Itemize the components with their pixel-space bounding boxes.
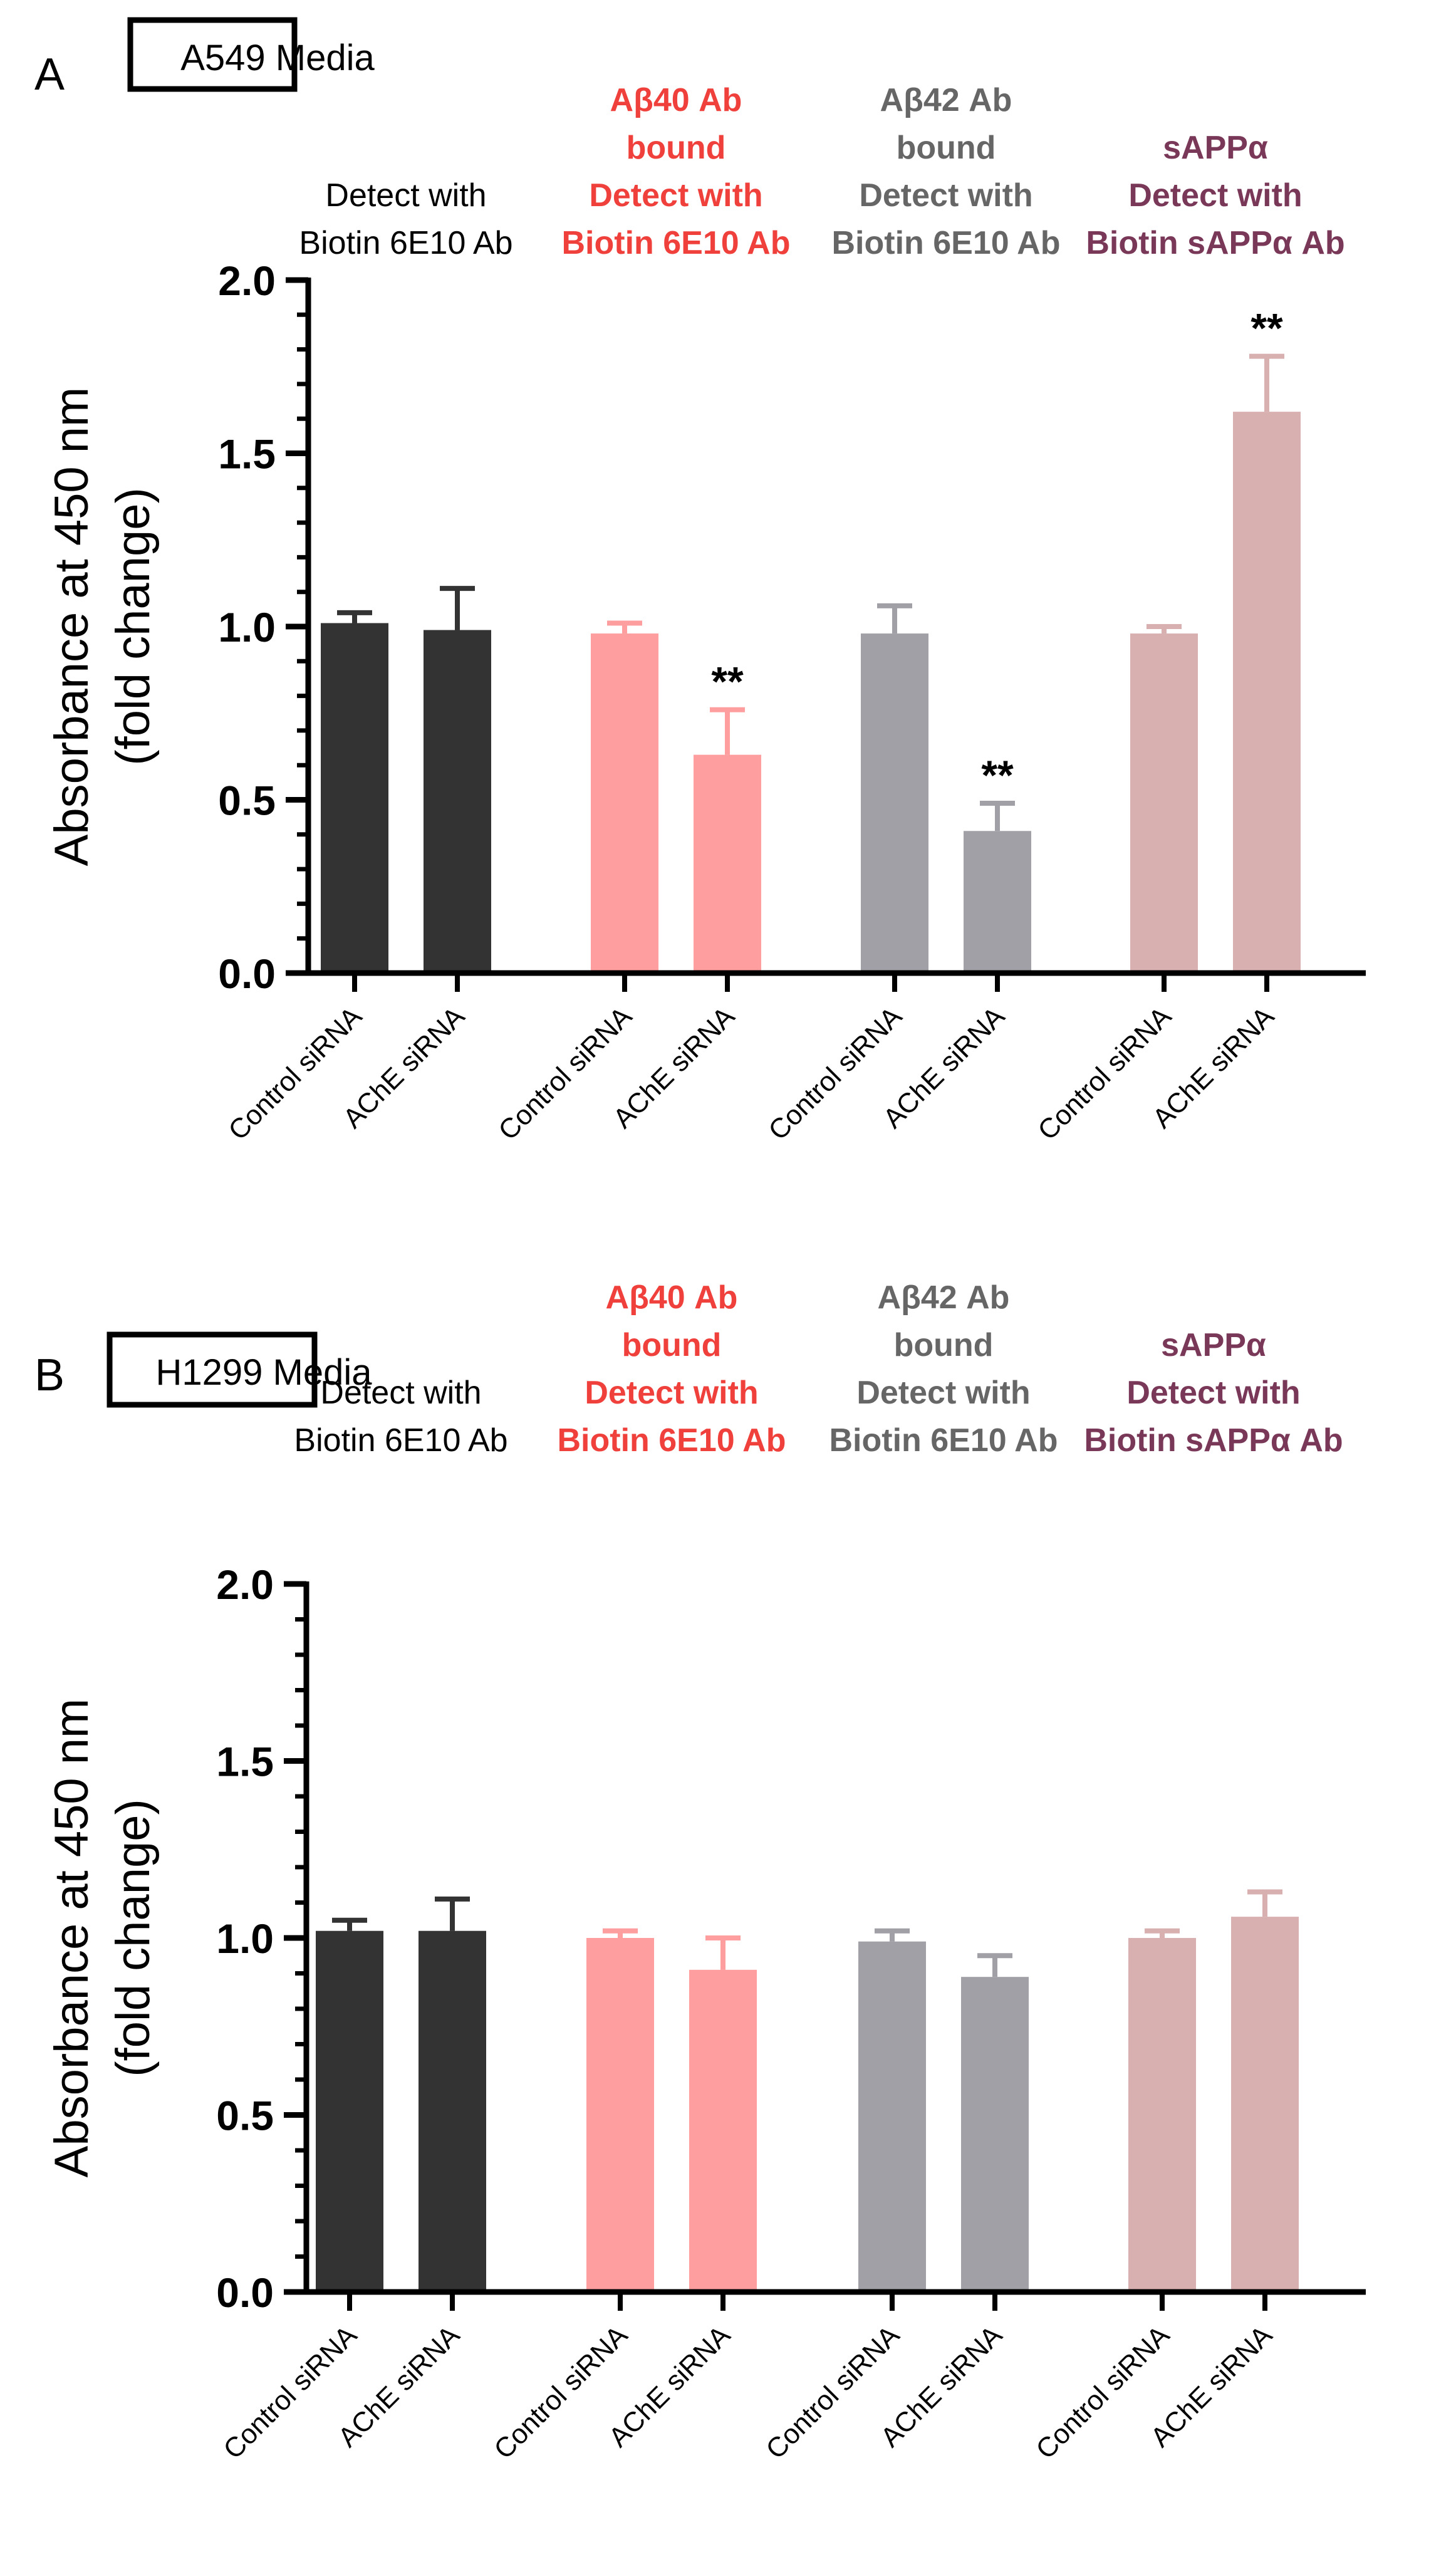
- group-header-line: Detect with: [589, 177, 762, 214]
- group-header-line: Biotin sAPPα Ab: [1086, 225, 1344, 261]
- group-header-line: Biotin 6E10 Ab: [829, 1422, 1058, 1459]
- bar: [961, 1977, 1029, 2292]
- group-header-line: Aβ40 Ab: [610, 82, 742, 118]
- x-tick-label: Control siRNA: [760, 2320, 905, 2465]
- panel-letter: A: [34, 49, 65, 100]
- group-header-line: sAPPα: [1161, 1327, 1266, 1363]
- significance-marker: **: [1251, 305, 1283, 352]
- bar: [1233, 412, 1301, 973]
- x-tick-label: Control siRNA: [1032, 1001, 1177, 1146]
- y-tick-label: 2.0: [218, 258, 276, 304]
- group-header-line: sAPPα: [1163, 130, 1268, 166]
- title-box: [127, 17, 298, 92]
- x-tick-label: Control siRNA: [1030, 2320, 1175, 2465]
- group-header-line: Biotin sAPPα Ab: [1084, 1422, 1343, 1459]
- group-header-line: Biotin 6E10 Ab: [831, 225, 1060, 261]
- y-axis-label-units: (fold change): [107, 1799, 160, 2077]
- x-tick-label: Control siRNA: [222, 1001, 368, 1146]
- significance-marker: **: [981, 752, 1014, 798]
- group-header-line: Detect with: [585, 1375, 758, 1411]
- y-axis-label-units: (fold change): [107, 487, 160, 766]
- group-header-line: bound: [627, 130, 726, 166]
- group-header-line: Aβ42 Ab: [880, 82, 1012, 118]
- bar: [689, 1969, 757, 2292]
- bar: [861, 633, 928, 973]
- group-header-line: Detect with: [325, 177, 486, 214]
- group-header-line: Biotin 6E10 Ab: [561, 225, 790, 261]
- bar: [424, 630, 491, 973]
- group-header-line: Detect with: [1128, 177, 1302, 214]
- group-header-line: Detect with: [856, 1375, 1030, 1411]
- bar: [858, 1941, 926, 2292]
- y-tick-label: 1.0: [216, 1915, 274, 1962]
- panel-letter: B: [34, 1350, 65, 1400]
- y-tick-label: 1.5: [218, 431, 276, 477]
- bar: [591, 633, 658, 973]
- y-axis-label: Absorbance at 450 nm: [45, 1699, 98, 2178]
- title-box: [107, 1331, 318, 1408]
- y-tick-label: 0.5: [218, 778, 276, 824]
- x-tick-label: Control siRNA: [492, 1001, 638, 1146]
- y-tick-label: 1.0: [218, 604, 276, 650]
- y-tick-label: 0.0: [216, 2269, 274, 2316]
- group-header-line: bound: [894, 1327, 994, 1363]
- group-header-line: Detect with: [320, 1375, 481, 1411]
- group-header-line: Detect with: [1126, 1375, 1300, 1411]
- y-tick-label: 0.0: [218, 950, 276, 997]
- panel-title: A549 Media: [180, 38, 375, 78]
- y-axis-label: Absorbance at 450 nm: [45, 387, 98, 867]
- panel-title: H1299 Media: [156, 1352, 373, 1393]
- x-tick-label: Control siRNA: [488, 2320, 633, 2465]
- group-header-line: Biotin 6E10 Ab: [299, 225, 512, 261]
- group-header-line: Aβ42 Ab: [878, 1279, 1010, 1316]
- significance-marker: **: [711, 659, 744, 705]
- y-tick-label: 0.5: [216, 2093, 274, 2139]
- group-header-line: bound: [622, 1327, 722, 1363]
- bar: [1128, 1938, 1196, 2292]
- y-tick-label: 1.5: [216, 1739, 274, 1785]
- group-header-line: bound: [897, 130, 996, 166]
- panel-a: A A549 Media Detect with Biotin 6E10 Ab Aβ40…: [34, 17, 1366, 1146]
- x-tick-label: Control siRNA: [762, 1001, 908, 1146]
- bar: [321, 623, 388, 973]
- bar: [694, 754, 761, 973]
- group-header-line: Aβ40 Ab: [606, 1279, 738, 1316]
- x-tick-label: Control siRNA: [217, 2320, 363, 2465]
- group-header-line: Biotin 6E10 Ab: [557, 1422, 786, 1459]
- group-header-line: Biotin 6E10 Ab: [294, 1422, 507, 1459]
- bar: [586, 1938, 654, 2292]
- bar: [316, 1930, 383, 2292]
- group-header-line: Detect with: [859, 177, 1032, 214]
- bar: [1130, 633, 1198, 973]
- bar: [1231, 1917, 1299, 2292]
- bar: [964, 831, 1031, 973]
- bar: [419, 1930, 486, 2292]
- y-tick-label: 2.0: [216, 1561, 274, 1608]
